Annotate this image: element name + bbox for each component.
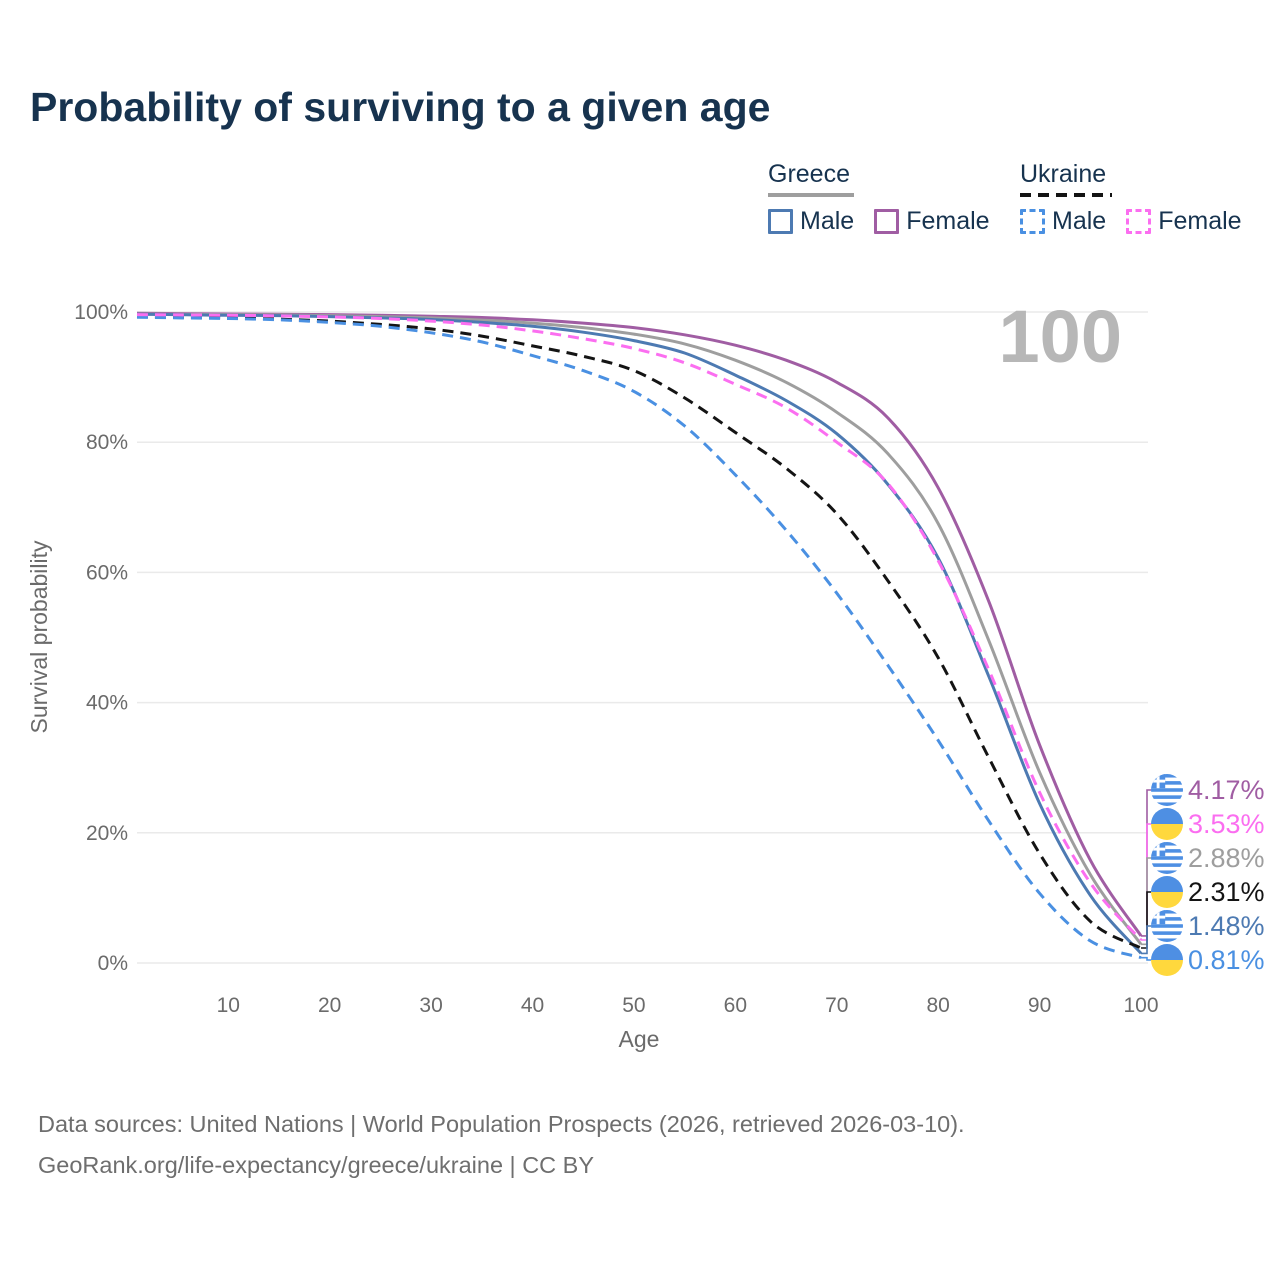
page-title: Probability of surviving to a given age	[30, 84, 771, 130]
legend-swatch	[1126, 209, 1152, 234]
end-value-label-greece-total: 2.88%	[1188, 843, 1265, 873]
y-axis-title: Survival probability	[26, 540, 52, 734]
legend-item-ukraine-female[interactable]: Female	[1126, 207, 1242, 236]
legend-item-label: Female	[1158, 207, 1242, 235]
x-tick-label: 80	[926, 994, 949, 1017]
series-line-ukraine-total	[136, 315, 1142, 950]
legend-item-ukraine-male[interactable]: Male	[1020, 207, 1106, 236]
series-line-ukraine-female	[136, 313, 1143, 942]
ukraine-flag-icon	[1151, 876, 1183, 908]
end-label-connector	[1141, 956, 1151, 961]
legend-group-ukraine: Ukraine Male Female	[1020, 160, 1242, 236]
legend-group-greece: Greece Male Female	[768, 160, 990, 236]
data-sources-line: Data sources: United Nations | World Pop…	[38, 1111, 965, 1137]
legend-country-label: Greece	[768, 160, 850, 188]
y-tick-label: 80%	[86, 431, 128, 454]
end-label-connector	[1141, 857, 1151, 946]
y-tick-label: 40%	[86, 692, 128, 715]
x-tick-label: 50	[622, 994, 645, 1017]
x-tick-label: 90	[1028, 994, 1051, 1017]
x-tick-label: 40	[521, 994, 544, 1017]
chart-footer: Data sources: United Nations | World Pop…	[38, 1104, 965, 1186]
legend-item-greece-female[interactable]: Female	[874, 207, 990, 236]
x-tick-label: 60	[724, 994, 747, 1017]
legend-swatch	[1020, 209, 1045, 234]
x-tick-label: 100	[1123, 994, 1158, 1017]
x-axis-title: Age	[619, 1026, 660, 1052]
legend-item-label: Male	[1052, 207, 1107, 235]
legend-dashed-line-swatch	[1020, 193, 1112, 197]
x-tick-label: 10	[217, 994, 240, 1017]
end-label-connector	[1141, 789, 1151, 937]
y-tick-label: 20%	[86, 822, 128, 845]
x-tick-label: 20	[318, 994, 341, 1017]
legend-country-label: Ukraine	[1020, 160, 1107, 188]
series-line-greece-female	[136, 311, 1143, 937]
greece-flag-icon	[1151, 774, 1183, 806]
y-tick-label: 0%	[98, 952, 128, 975]
end-value-label-greece-female: 4.17%	[1188, 775, 1265, 805]
series-line-greece-male	[136, 312, 1143, 955]
legend-swatch	[768, 209, 793, 234]
end-label-connector	[1141, 925, 1151, 955]
end-value-label-ukraine-female: 3.53%	[1188, 809, 1265, 839]
end-value-label-ukraine-male: 0.81%	[1188, 945, 1265, 975]
legend-swatch	[874, 209, 900, 234]
chart-legend: Greece Male Female Ukraine Male Female	[0, 160, 1280, 250]
ukraine-flag-icon	[1151, 808, 1183, 840]
end-label-connector	[1141, 891, 1151, 949]
series-line-ukraine-male	[136, 315, 1142, 960]
age-watermark: 100	[999, 295, 1122, 378]
y-tick-label: 100%	[74, 301, 128, 324]
end-value-label-ukraine-total: 2.31%	[1188, 877, 1265, 907]
greece-flag-icon	[1151, 910, 1183, 942]
legend-solid-line-swatch	[768, 193, 854, 197]
end-value-label-greece-male: 1.48%	[1188, 911, 1265, 941]
legend-items-row: Male Female	[768, 207, 990, 236]
legend-item-label: Male	[800, 207, 855, 235]
end-label-connector	[1141, 823, 1151, 941]
greece-flag-icon	[1151, 842, 1183, 874]
ukraine-flag-icon	[1151, 944, 1183, 976]
legend-item-label: Female	[906, 207, 990, 235]
y-tick-label: 60%	[86, 561, 128, 584]
legend-items-row: Male Female	[1020, 207, 1242, 236]
x-tick-label: 30	[419, 994, 442, 1017]
legend-item-greece-male[interactable]: Male	[768, 207, 854, 236]
series-line-greece-total	[136, 312, 1143, 946]
attribution-line: GeoRank.org/life-expectancy/greece/ukrai…	[38, 1152, 595, 1178]
x-tick-label: 70	[825, 994, 848, 1017]
